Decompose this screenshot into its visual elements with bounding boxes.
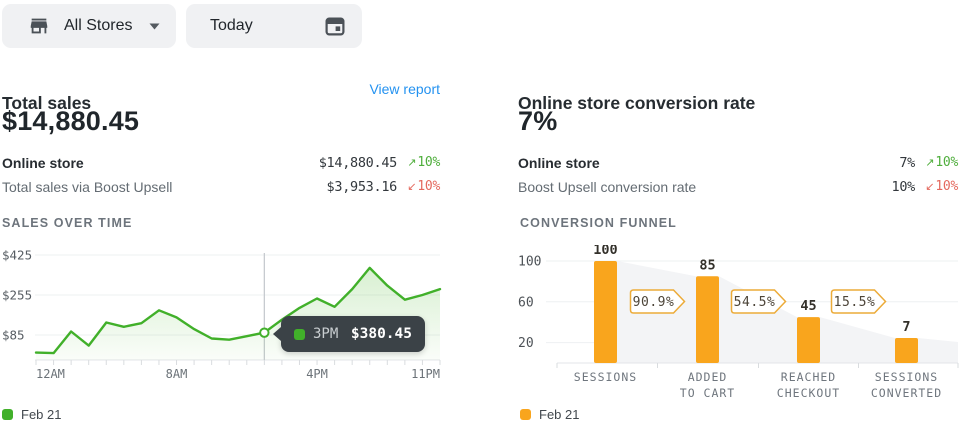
change-percent: 10% [417,155,440,170]
sales-legend: Feb 21 [2,407,61,422]
category-label: CONVERTED [871,386,942,400]
metric-row-online-store-sales: Online store $14,880.45 ↗ 10% [2,154,440,174]
conversion-badge-label: 54.5% [734,295,776,310]
metric-row-online-store-conversion: Online store 7% ↗ 10% [518,154,958,174]
category-label: TO CART [680,386,735,400]
view-report-link[interactable]: View report [369,81,440,97]
change-percent: 10% [935,179,958,194]
metric-value: 7% [899,155,915,171]
metric-value: $14,880.45 [318,155,398,171]
category-label: REACHED [781,370,836,384]
metric-label: Online store [2,155,84,171]
y-axis-label: 60 [518,295,534,310]
conversion-badge-label: 15.5% [834,295,876,310]
trend-down-icon: ↙ [407,180,417,193]
legend-label: Feb 21 [539,407,580,422]
metric-change: ↙ 10% [407,179,440,194]
metric-change: ↙ 10% [925,179,958,194]
metric-change: ↗ 10% [925,155,958,170]
bar-value-label: 85 [699,257,715,273]
conversion-title: Online store conversion rate [518,92,756,113]
metric-row-boost-upsell-sales: Total sales via Boost Upsell $3,953.16 ↙… [2,178,440,198]
date-selector-button[interactable]: Today [186,4,362,48]
conversion-value: 7% [518,106,558,136]
bar-value-label: 7 [902,319,910,335]
change-percent: 10% [417,179,440,194]
y-axis-label: $85 [2,328,25,343]
x-axis-label: 11PM [411,367,440,381]
store-selector-button[interactable]: All Stores [2,4,176,48]
y-axis-label: 100 [518,255,541,270]
conversion-badge [830,289,887,314]
legend-swatch [2,409,13,420]
trend-up-icon: ↗ [925,156,935,169]
funnel-bar-reached-checkout[interactable] [797,317,820,363]
conversion-badge [730,289,787,314]
category-label: ADDED [688,370,728,384]
metric-value: 10% [891,179,916,195]
trend-down-icon: ↙ [925,180,935,193]
highlight-dot[interactable] [259,327,270,338]
metric-row-boost-upsell-conversion: Boost Upsell conversion rate 10% ↙ 10% [518,178,958,198]
sales-over-time-header: SALES OVER TIME [2,216,133,230]
chevron-down-icon [149,23,160,30]
store-selector-label: All Stores [64,17,133,34]
metric-label: Boost Upsell conversion rate [518,179,697,195]
sales-line[interactable] [34,266,442,355]
calendar-icon [324,15,346,37]
y-axis-label: $425 [2,248,32,263]
x-axis-label: 8AM [166,367,188,381]
metric-change: ↗ 10% [407,155,440,170]
funnel-legend: Feb 21 [520,407,579,422]
funnel-bar-added-to-cart[interactable] [696,276,719,363]
legend-swatch [520,409,531,420]
x-axis-label: 12AM [36,367,65,381]
conversion-funnel-header: CONVERSION FUNNEL [520,216,677,230]
tooltip-time: 3PM [313,326,339,342]
conversion-badge [629,289,686,314]
metric-label: Total sales via Boost Upsell [2,179,173,195]
category-label: CHECKOUT [777,386,840,400]
bar-value-label: 45 [800,298,816,314]
tooltip-value: $380.45 [350,326,412,342]
total-sales-value: $14,880.45 [2,106,140,136]
funnel-bar-sessions-converted[interactable] [895,338,918,363]
y-axis-label: 20 [518,336,534,351]
change-percent: 10% [935,155,958,170]
funnel-bar-sessions[interactable] [594,261,617,363]
x-axis-label: 4PM [306,367,328,381]
metric-value: $3,953.16 [326,179,398,195]
category-label: SESSIONS [574,370,637,384]
trend-up-icon: ↗ [407,156,417,169]
date-selector-label: Today [210,17,253,34]
legend-label: Feb 21 [21,407,62,422]
category-label: SESSIONS [875,370,938,384]
conversion-funnel-chart[interactable]: 100 60 20 100 85 45 7 90.9% 54.5% 15.5% SESSIONS AD… [518,245,960,405]
store-icon [28,15,50,37]
chart-tooltip: 3PM $380.45 [281,316,425,352]
series-swatch [294,328,305,340]
total-sales-title: Total sales [2,92,92,113]
conversion-badge-label: 90.9% [633,295,675,310]
metric-label: Online store [518,155,600,171]
bar-value-label: 100 [593,245,617,258]
y-axis-label: $255 [2,288,32,303]
